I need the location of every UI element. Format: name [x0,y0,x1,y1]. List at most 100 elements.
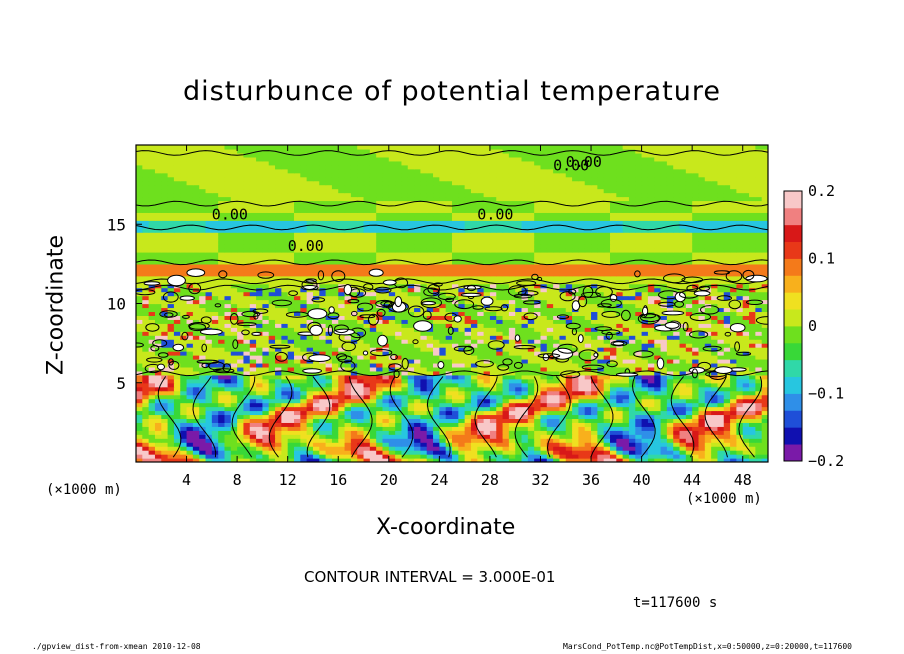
heatmap-cell [470,319,478,324]
heatmap-cell [224,370,232,376]
heatmap-cell [363,343,371,348]
heatmap-cell [736,450,744,455]
heatmap-cell [211,386,219,392]
heatmap-cell [527,267,535,273]
heatmap-cell [395,287,403,293]
heatmap-cell [603,378,611,384]
heatmap-cell [407,450,415,455]
heatmap-cell [338,362,346,368]
heatmap-cell [597,291,605,297]
heatmap-cell [211,323,219,328]
heatmap-cell [654,370,662,376]
heatmap-cell [173,355,181,360]
heatmap-cell [749,283,756,289]
heatmap-cell [666,394,674,400]
heatmap-cell [742,335,750,340]
heatmap-cell [319,382,327,388]
heatmap-cell [540,434,548,439]
heatmap-cell [546,267,554,273]
heatmap-cell [452,283,459,289]
heatmap-cell [395,355,403,360]
heatmap-cell [173,303,181,309]
heatmap-cell [742,442,750,447]
heatmap-cell [578,398,586,404]
heatmap-cell [654,414,662,420]
heatmap-cell [173,307,181,313]
heatmap-cell [433,406,440,412]
heatmap-cell [350,319,358,324]
heatmap-cell [489,390,497,396]
heatmap-cell [489,283,497,289]
heatmap-cell [742,295,750,301]
heatmap-cell [363,438,371,443]
heatmap-cell [546,418,554,423]
heatmap-cell [167,323,175,328]
heatmap-cell [540,263,548,269]
heatmap-cell [445,366,453,372]
heatmap-cell [647,402,655,408]
heatmap-cell [610,279,617,285]
heatmap-cell [300,434,308,439]
heatmap-cell [704,382,712,388]
heatmap-cell [641,271,649,277]
heatmap-cell [641,454,649,459]
heatmap-cell [527,307,535,313]
heatmap-cell [192,315,200,320]
heatmap-cell [331,374,339,380]
heatmap-cell [559,267,567,273]
heatmap-cell [730,430,737,435]
heatmap-cell [679,335,687,340]
heatmap-cell [180,374,188,380]
heatmap-cell [338,299,346,305]
heatmap-cell [452,418,459,423]
heatmap-cell [565,414,573,420]
heatmap-cell [319,394,327,400]
heatmap-cell [161,323,169,328]
heatmap-cell [502,295,510,301]
heatmap-cell [464,370,472,376]
heatmap-cell [142,319,150,324]
heatmap-cell [470,378,478,384]
heatmap-cell [603,319,611,324]
heatmap-cell [433,442,440,447]
heatmap-cell [205,454,213,459]
heatmap-cell [325,351,333,356]
heatmap-cell [300,311,308,316]
heatmap-cell [281,450,289,455]
heatmap-cell [527,374,535,380]
heatmap-cell [167,378,175,384]
heatmap-cell [312,390,320,396]
heatmap-cell [502,331,510,336]
heatmap-cell [376,394,384,400]
heatmap-cell [211,382,219,388]
heatmap-cell [546,303,554,309]
heatmap-cell [597,339,605,344]
heatmap-cell [439,327,447,332]
heatmap-cell [426,362,434,368]
heatmap-cell [761,323,768,328]
heatmap-cell [704,275,712,281]
heatmap-cell [578,319,586,324]
heatmap-cell [723,267,731,273]
heatmap-cell [502,343,510,348]
heatmap-cell [249,394,257,400]
heatmap-cell [395,378,403,384]
heatmap-cell [565,331,573,336]
heatmap-cell [148,386,156,392]
heatmap-cell [300,343,308,348]
heatmap-cell [584,339,592,344]
heatmap-cell [698,343,706,348]
heatmap-cell [237,458,245,462]
heatmap-cell [610,422,617,427]
heatmap-cell [496,263,504,269]
heatmap-cell [262,335,270,340]
heatmap-cell [628,275,636,281]
heatmap-cell [470,335,478,340]
heatmap-cell [723,362,731,368]
heatmap-cell [287,402,295,408]
heatmap-cell [268,450,276,455]
heatmap-cell [439,398,447,404]
heatmap-cell [647,275,655,281]
heatmap-cell [458,299,466,305]
heatmap-cell [357,398,365,404]
